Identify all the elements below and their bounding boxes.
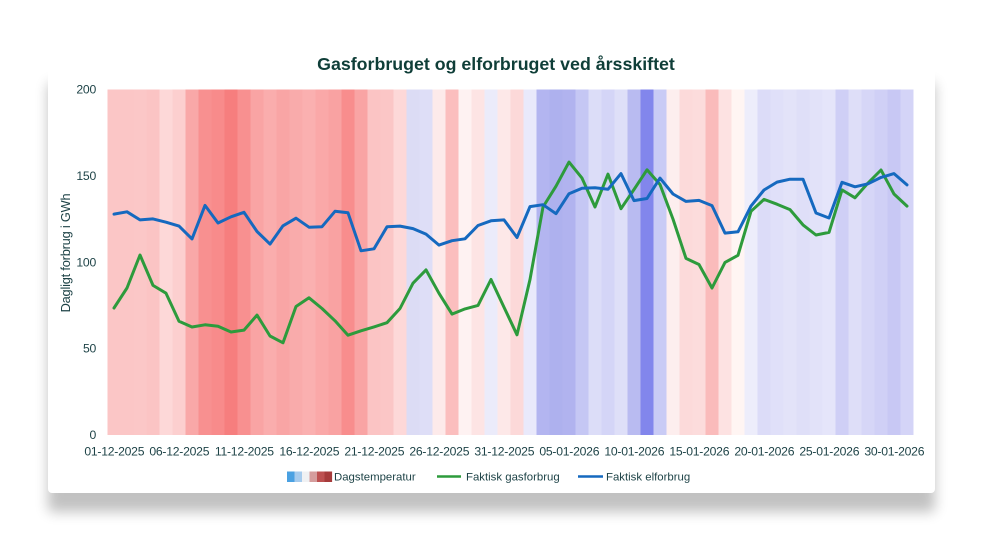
svg-text:100: 100 (76, 255, 96, 269)
svg-text:15-01-2026: 15-01-2026 (669, 444, 729, 458)
svg-text:21-12-2025: 21-12-2025 (344, 444, 404, 458)
svg-text:20-01-2026: 20-01-2026 (734, 444, 794, 458)
svg-text:200: 200 (76, 83, 96, 97)
svg-text:25-01-2026: 25-01-2026 (799, 444, 859, 458)
svg-text:01-12-2025: 01-12-2025 (84, 444, 144, 458)
svg-text:16-12-2025: 16-12-2025 (279, 444, 339, 458)
svg-text:50: 50 (83, 342, 97, 356)
svg-text:Dagstemperatur: Dagstemperatur (334, 472, 416, 484)
svg-text:31-12-2025: 31-12-2025 (474, 444, 534, 458)
svg-text:Gasforbruget og elforbruget ve: Gasforbruget og elforbruget ved årsskift… (317, 54, 675, 74)
svg-text:11-12-2025: 11-12-2025 (215, 444, 274, 458)
svg-text:Faktisk elforbrug: Faktisk elforbrug (606, 472, 690, 484)
svg-text:26-12-2025: 26-12-2025 (409, 444, 469, 458)
svg-text:10-01-2026: 10-01-2026 (604, 444, 664, 458)
svg-text:0: 0 (89, 428, 96, 442)
svg-text:30-01-2026: 30-01-2026 (864, 444, 924, 458)
svg-text:05-01-2026: 05-01-2026 (539, 444, 599, 458)
svg-text:Dagligt forbrug i GWh: Dagligt forbrug i GWh (58, 193, 73, 312)
svg-text:Faktisk gasforbrug: Faktisk gasforbrug (466, 472, 560, 484)
svg-text:06-12-2025: 06-12-2025 (149, 444, 209, 458)
svg-text:150: 150 (76, 169, 96, 183)
